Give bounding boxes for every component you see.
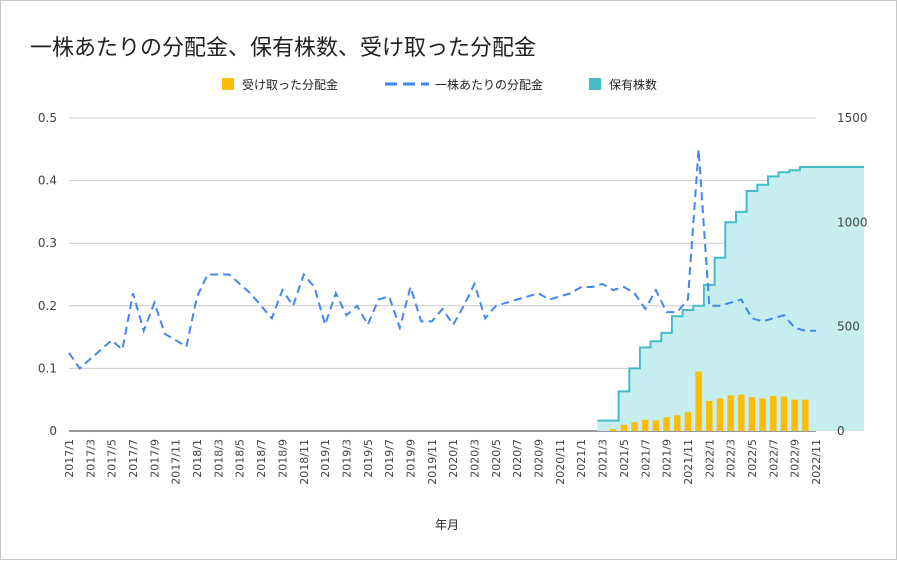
- x-tick-label: 2018/7: [255, 439, 268, 478]
- legend-item-line[interactable]: 一株あたりの分配金: [385, 77, 543, 92]
- x-tick-label: 2021/11: [682, 439, 695, 485]
- legend: 受け取った分配金 一株あたりの分配金 保有株数: [222, 77, 657, 92]
- legend-label-bars: 受け取った分配金: [242, 77, 338, 92]
- x-tick-label: 2019/7: [383, 439, 396, 478]
- gridlines: [69, 117, 816, 432]
- received-bar: [759, 398, 766, 431]
- received-bar: [738, 394, 745, 431]
- x-tick-label: 2018/1: [191, 439, 204, 478]
- x-tick-label: 2019/9: [404, 439, 417, 478]
- right-axis-ticks: 0 500 1000 1500: [837, 111, 868, 438]
- x-tick-label: 2022/1: [703, 439, 716, 478]
- received-bar: [620, 424, 628, 431]
- right-tick-label: 1500: [837, 111, 868, 125]
- received-bar: [706, 400, 713, 431]
- x-tick-label: 2020/5: [490, 439, 503, 478]
- received-bar: [684, 412, 692, 431]
- received-bar: [716, 398, 724, 431]
- legend-item-bars[interactable]: 受け取った分配金: [222, 77, 338, 92]
- received-bar: [780, 396, 788, 431]
- per-share-dashed-line: [68, 149, 816, 370]
- received-bar: [610, 429, 617, 431]
- x-tick-label: 2020/9: [533, 439, 546, 478]
- x-tick-label: 2017/1: [63, 439, 76, 478]
- left-tick-label: 0.5: [38, 111, 57, 125]
- legend-swatch-bars: [222, 78, 234, 90]
- left-tick-label: 0.4: [38, 174, 57, 188]
- received-bars: [610, 371, 809, 431]
- x-tick-label: 2020/1: [447, 439, 460, 478]
- chart-title: 一株あたりの分配金、保有株数、受け取った分配金: [30, 36, 536, 61]
- x-tick-label: 2019/5: [362, 439, 375, 478]
- x-tick-label: 2018/3: [212, 439, 225, 478]
- x-tick-label: 2022/5: [746, 439, 759, 478]
- x-tick-label: 2022/7: [767, 439, 780, 478]
- received-bar: [642, 419, 649, 431]
- received-bar: [748, 397, 756, 431]
- x-tick-label: 2018/11: [298, 439, 311, 485]
- x-tick-label: 2020/11: [554, 439, 567, 485]
- right-tick-label: 0: [837, 424, 845, 438]
- x-tick-label: 2021/7: [639, 439, 652, 478]
- received-bar: [663, 417, 670, 431]
- x-tick-label: 2021/9: [661, 439, 674, 478]
- holdings-step-line: [597, 166, 864, 422]
- x-axis-ticks: 2017/1 2017/3 2017/5 2017/7 2017/9 2017/11 201…: [63, 439, 823, 485]
- received-bar: [695, 371, 702, 431]
- received-bar: [802, 399, 809, 431]
- x-tick-label: 2018/5: [234, 439, 247, 478]
- left-tick-label: 0.2: [38, 299, 57, 313]
- x-tick-label: 2017/5: [106, 439, 119, 478]
- left-tick-label: 0.3: [38, 236, 57, 250]
- per-share-line: [68, 149, 816, 370]
- x-tick-label: 2020/3: [469, 439, 482, 478]
- received-bar: [674, 415, 681, 431]
- legend-label-area: 保有株数: [609, 77, 657, 92]
- x-tick-label: 2021/1: [575, 439, 588, 478]
- x-tick-label: 2021/5: [618, 439, 631, 478]
- x-tick-label: 2017/9: [148, 439, 161, 478]
- x-tick-label: 2019/3: [340, 439, 353, 478]
- legend-item-area[interactable]: 保有株数: [589, 77, 657, 92]
- right-tick-label: 1000: [837, 215, 868, 229]
- holdings-area: [597, 166, 865, 431]
- x-axis-title: 年月: [435, 518, 459, 532]
- x-tick-label: 2020/7: [511, 439, 524, 478]
- x-tick-label: 2019/1: [319, 439, 332, 478]
- x-tick-label: 2022/9: [789, 439, 802, 478]
- left-axis-ticks: 0 0.1 0.2 0.3 0.4 0.5: [38, 111, 57, 438]
- received-bar: [652, 420, 660, 431]
- x-tick-label: 2022/3: [725, 439, 738, 478]
- received-bar: [791, 399, 798, 431]
- x-tick-label: 2017/11: [170, 439, 183, 485]
- x-tick-label: 2017/7: [127, 439, 140, 478]
- holdings-area-fill: [597, 167, 865, 431]
- x-tick-label: 2017/3: [84, 439, 97, 478]
- x-tick-label: 2022/11: [810, 439, 823, 485]
- x-tick-label: 2021/3: [597, 439, 610, 478]
- legend-label-line: 一株あたりの分配金: [435, 77, 543, 92]
- received-bar: [770, 395, 777, 431]
- x-tick-label: 2019/11: [426, 439, 439, 485]
- received-bar: [727, 395, 734, 431]
- left-tick-label: 0: [49, 424, 57, 438]
- right-tick-label: 500: [837, 320, 860, 334]
- x-tick-label: 2018/9: [276, 439, 289, 478]
- received-bar: [631, 422, 638, 431]
- legend-swatch-area: [589, 78, 601, 90]
- left-tick-label: 0.1: [38, 361, 57, 375]
